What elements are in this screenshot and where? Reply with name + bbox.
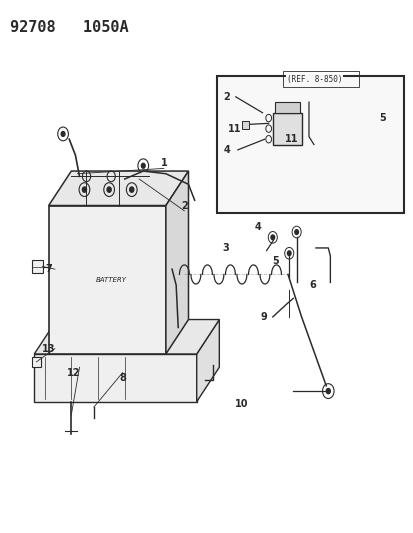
Circle shape [169, 264, 172, 269]
Text: 8: 8 [119, 373, 126, 383]
Polygon shape [196, 319, 219, 402]
Bar [32, 357, 41, 367]
Text: 7: 7 [45, 264, 52, 274]
Text: (REF. 8-850): (REF. 8-850) [287, 75, 342, 84]
Circle shape [230, 94, 234, 98]
Text: 1: 1 [160, 158, 167, 168]
Text: 92708   1050A: 92708 1050A [9, 20, 128, 35]
Text: 4: 4 [254, 222, 261, 232]
Text: 10: 10 [235, 399, 248, 409]
Text: 9: 9 [260, 312, 266, 322]
Bar [217, 76, 404, 214]
Text: 5: 5 [272, 256, 279, 266]
Circle shape [82, 187, 86, 192]
Bar [282, 71, 358, 87]
Circle shape [307, 96, 310, 100]
Circle shape [287, 251, 290, 256]
Text: 3: 3 [222, 243, 228, 253]
Bar [34, 354, 196, 402]
Circle shape [61, 132, 65, 136]
Text: 4: 4 [223, 145, 230, 155]
Text: BATTERY: BATTERY [96, 277, 126, 282]
Circle shape [141, 163, 145, 168]
Circle shape [325, 389, 330, 394]
Bar [49, 206, 166, 354]
Circle shape [129, 187, 133, 192]
Text: 2: 2 [223, 92, 230, 102]
Polygon shape [34, 319, 219, 354]
Text: 2: 2 [180, 200, 188, 211]
Text: 11: 11 [284, 134, 297, 144]
Text: 6: 6 [309, 280, 316, 290]
Text: 12: 12 [66, 368, 80, 377]
Text: 11: 11 [228, 124, 241, 134]
Circle shape [294, 230, 298, 235]
Text: 5: 5 [379, 113, 385, 123]
Bar [274, 102, 299, 113]
Bar [272, 113, 301, 144]
Polygon shape [49, 171, 188, 206]
Text: 13: 13 [42, 344, 55, 354]
Bar [32, 260, 43, 273]
Circle shape [271, 235, 274, 240]
Circle shape [107, 187, 111, 192]
Bar [241, 120, 248, 128]
Circle shape [233, 149, 236, 153]
Polygon shape [166, 171, 188, 354]
